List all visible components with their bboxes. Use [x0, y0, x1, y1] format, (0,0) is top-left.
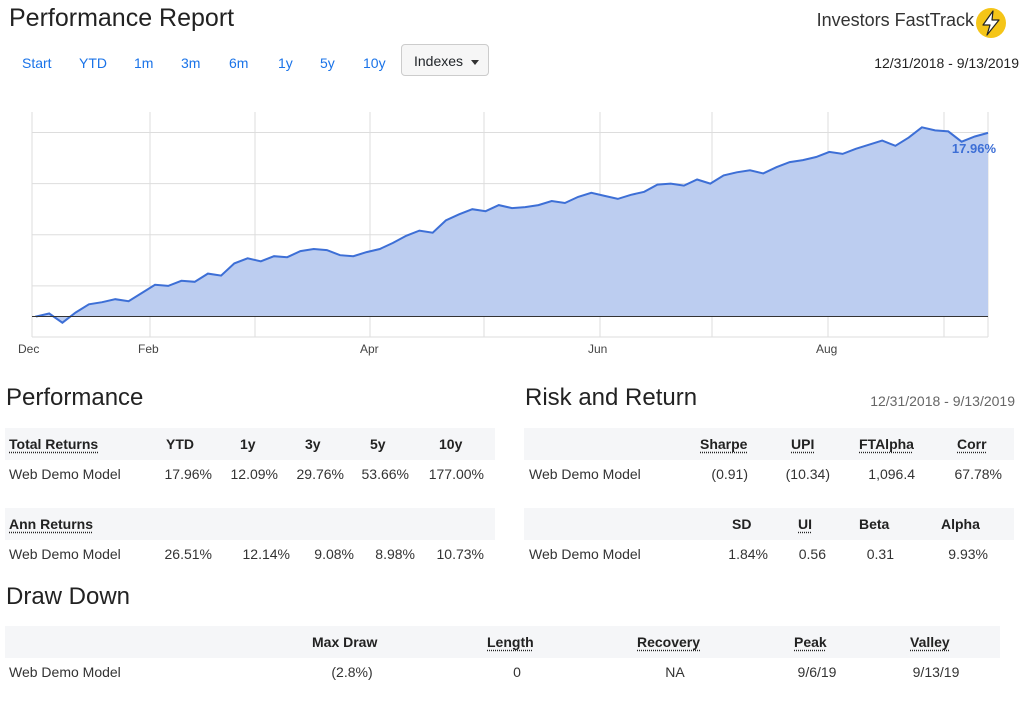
- ann-10y-value: 10.73%: [436, 546, 484, 562]
- col-valley: Valley: [910, 634, 950, 650]
- brand-name: Investors FastTrack: [816, 10, 974, 30]
- nav-10y[interactable]: 10y: [363, 55, 386, 71]
- drawdown-header-row: [5, 626, 1000, 658]
- end-value-label: 17.96%: [952, 141, 997, 156]
- performance-heading: Performance: [6, 384, 144, 411]
- col-length: Length: [487, 634, 534, 650]
- col-peak: Peak: [794, 634, 827, 650]
- ann-ytd-value: 26.51%: [164, 546, 212, 562]
- nav-start[interactable]: Start: [22, 55, 52, 71]
- row-label: Web Demo Model: [9, 664, 121, 680]
- lightning-bolt-icon: [976, 8, 1006, 38]
- risk-table1-header-row: [524, 428, 1014, 460]
- sharpe-value: (0.91): [711, 466, 748, 482]
- upi-value: (10.34): [785, 466, 830, 482]
- x-tick-label: Aug: [816, 342, 837, 356]
- col-10y: 10y: [439, 436, 463, 452]
- alpha-value: 9.93%: [948, 546, 988, 562]
- nav-5y[interactable]: 5y: [320, 55, 335, 71]
- nav-6m[interactable]: 6m: [229, 55, 249, 71]
- ann-returns-header: Ann Returns: [9, 516, 93, 532]
- nav-3m[interactable]: 3m: [181, 55, 201, 71]
- row-label: Web Demo Model: [9, 546, 121, 562]
- risk-table2-header-row: [524, 508, 1014, 540]
- col-1y: 1y: [240, 436, 256, 452]
- row-label: Web Demo Model: [9, 466, 121, 482]
- recovery-value: NA: [665, 664, 685, 680]
- 1y-value: 12.09%: [230, 466, 278, 482]
- col-max-draw: Max Draw: [312, 634, 378, 650]
- indexes-dropdown[interactable]: Indexes: [401, 44, 489, 76]
- 3y-value: 29.76%: [296, 466, 344, 482]
- ann-returns-header-row: [5, 508, 495, 540]
- col-corr: Corr: [957, 436, 987, 452]
- col-alpha: Alpha: [941, 516, 980, 532]
- risk-date-range: 12/31/2018 - 9/13/2019: [870, 393, 1015, 409]
- caret-down-icon: [471, 59, 480, 65]
- indexes-dropdown-label: Indexes: [414, 53, 464, 69]
- ftalpha-value: 1,096.4: [868, 466, 915, 482]
- ui-value: 0.56: [798, 546, 826, 562]
- col-upi: UPI: [791, 436, 815, 452]
- max-draw-value: (2.8%): [331, 664, 373, 680]
- col-recovery: Recovery: [637, 634, 701, 650]
- nav-1y[interactable]: 1y: [278, 55, 293, 71]
- ytd-value: 17.96%: [164, 466, 212, 482]
- valley-value: 9/13/19: [912, 664, 960, 680]
- length-value: 0: [513, 664, 521, 680]
- col-3y: 3y: [305, 436, 321, 452]
- page-title: Performance Report: [9, 4, 235, 32]
- risk-heading: Risk and Return: [525, 384, 698, 411]
- ann-1y-value: 12.14%: [242, 546, 290, 562]
- row-label: Web Demo Model: [529, 466, 641, 482]
- col-sd: SD: [732, 516, 752, 532]
- col-ftalpha: FTAlpha: [859, 436, 914, 452]
- peak-value: 9/6/19: [797, 664, 837, 680]
- col-beta: Beta: [859, 516, 890, 532]
- col-ytd: YTD: [166, 436, 194, 452]
- col-ui: UI: [798, 516, 812, 532]
- x-tick-label: Jun: [588, 342, 607, 356]
- sd-value: 1.84%: [728, 546, 768, 562]
- area-fill: [36, 127, 988, 323]
- col-sharpe: Sharpe: [700, 436, 748, 452]
- nav-ytd[interactable]: YTD: [79, 55, 107, 71]
- date-range: 12/31/2018 - 9/13/2019: [874, 55, 1019, 71]
- x-tick-label: Dec: [18, 342, 39, 356]
- total-returns-header: Total Returns: [9, 436, 99, 452]
- x-tick-label: Apr: [360, 342, 379, 356]
- ann-5y-value: 8.98%: [375, 546, 415, 562]
- row-label: Web Demo Model: [529, 546, 641, 562]
- drawdown-heading: Draw Down: [6, 583, 131, 610]
- ann-3y-value: 9.08%: [314, 546, 354, 562]
- x-tick-label: Feb: [138, 342, 159, 356]
- series-line: [35, 126, 989, 324]
- total-returns-header-row: [5, 428, 495, 460]
- 5y-value: 53.66%: [361, 466, 409, 482]
- nav-1m[interactable]: 1m: [134, 55, 154, 71]
- performance-chart: 17.96% Dec Feb Apr Jun Aug: [18, 112, 997, 356]
- col-5y: 5y: [370, 436, 386, 452]
- beta-value: 0.31: [866, 546, 894, 562]
- corr-value: 67.78%: [954, 466, 1002, 482]
- 10y-value: 177.00%: [428, 466, 484, 482]
